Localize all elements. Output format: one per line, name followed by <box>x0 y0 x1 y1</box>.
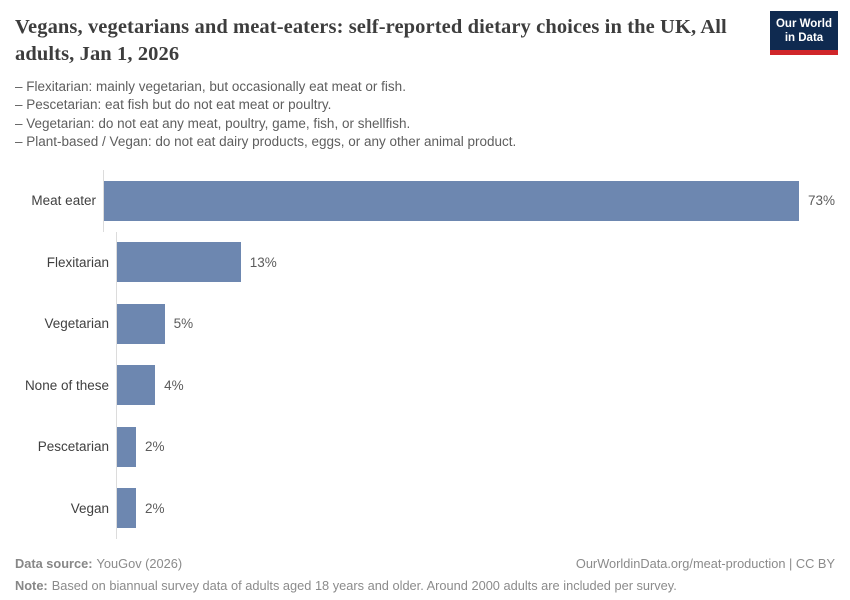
value-label: 13% <box>249 254 277 270</box>
bar-track: 73% <box>102 170 835 232</box>
data-source: Data source: YouGov (2026) <box>15 556 182 571</box>
note-text: Based on biannual survey data of adults … <box>51 578 677 594</box>
bar-track: 4% <box>116 354 835 417</box>
bar-track: 5% <box>116 293 835 355</box>
bar-chart: Meat eater 73% Flexitarian 13% Vegetarian 5% N… <box>15 170 835 540</box>
category-label: None of these <box>24 377 109 393</box>
value-label: 2% <box>145 500 165 516</box>
subtitle-line-vegan: – Plant-based / Vegan: do not eat dairy … <box>15 133 517 149</box>
chart-title: Vegans, vegetarians and meat-eaters: sel… <box>15 16 727 65</box>
owid-logo-line1: Our World <box>775 18 832 30</box>
bar[interactable] <box>117 488 137 529</box>
bar[interactable] <box>117 242 241 283</box>
owid-logo-line2: in Data <box>784 32 824 44</box>
chart-row: Vegan 2% <box>15 477 835 540</box>
chart-row: None of these 4% <box>15 354 835 417</box>
bar-track: 2% <box>116 477 835 540</box>
category-label: Vegan <box>70 500 109 516</box>
category-label: Meat eater <box>31 193 96 209</box>
owid-logo: Our World in Data <box>770 11 838 55</box>
bar[interactable] <box>103 180 799 221</box>
footer-source-row: Data source: YouGov (2026) OurWorldinData… <box>15 556 835 571</box>
bar-rows: Meat eater 73% Flexitarian 13% Vegetarian 5% N… <box>15 170 835 540</box>
category-label: Flexitarian <box>46 254 109 270</box>
value-label: 2% <box>145 439 165 455</box>
chart-row: Flexitarian 13% <box>15 231 835 294</box>
value-label: 73% <box>807 193 835 209</box>
chart-footer: Data source: YouGov (2026) OurWorldinData… <box>15 556 835 593</box>
value-label: 4% <box>164 377 184 393</box>
chart-row: Pescetarian 2% <box>15 416 835 478</box>
category-label: Pescetarian <box>37 439 109 455</box>
data-source-label: Data source: <box>15 556 93 572</box>
bar[interactable] <box>117 365 156 406</box>
category-label: Vegetarian <box>44 316 109 332</box>
attribution-link[interactable]: OurWorldinData.org/meat-production | CC … <box>575 556 835 572</box>
subtitle-line-pescetarian: – Pescetarian: eat fish but do not eat m… <box>15 97 332 113</box>
bar-track: 2% <box>116 416 835 478</box>
value-label: 5% <box>173 316 194 332</box>
note-label: Note: <box>15 578 48 594</box>
data-source-value: YouGov (2026) <box>96 556 183 572</box>
bar-track: 13% <box>116 231 835 294</box>
bar[interactable] <box>117 426 137 467</box>
chart-row: Meat eater 73% <box>15 170 835 232</box>
footer-note-row: Note: Based on biannual survey data of ad… <box>15 578 835 593</box>
subtitle-line-flexitarian: – Flexitarian: mainly vegetarian, but oc… <box>15 79 406 95</box>
subtitle-line-vegetarian: – Vegetarian: do not eat any meat, poult… <box>15 115 411 131</box>
bar[interactable] <box>117 303 165 344</box>
chart-subtitle: – Flexitarian: mainly vegetarian, but oc… <box>15 78 835 151</box>
chart-row: Vegetarian 5% <box>15 293 835 355</box>
